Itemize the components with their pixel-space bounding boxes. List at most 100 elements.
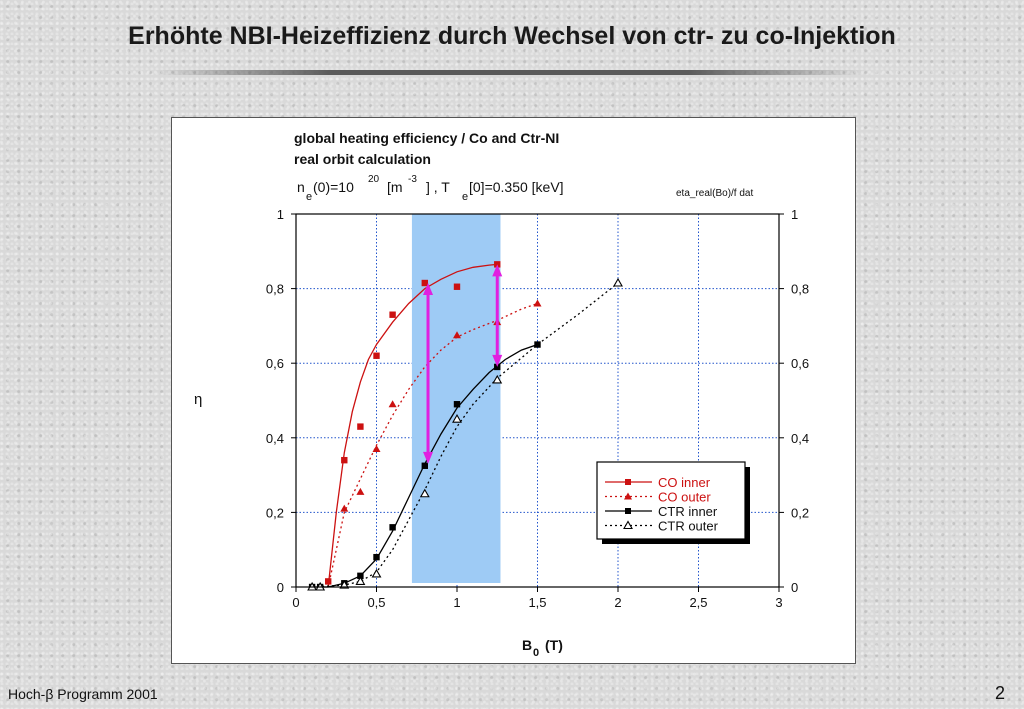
data-point-square — [389, 311, 396, 318]
efficiency-chart: global heating efficiency / Co and Ctr-N… — [194, 130, 809, 659]
data-point-square — [341, 456, 348, 464]
footer-program: Hoch-β Programm 2001 — [8, 686, 158, 702]
data-point-square — [494, 261, 501, 268]
legend-marker-square — [625, 508, 631, 514]
data-point-triangle — [356, 487, 365, 495]
magenta-arrow — [492, 264, 503, 367]
slide-title: Erhöhte NBI-Heizeffizienz durch Wechsel … — [128, 22, 896, 50]
data-point-triangle — [372, 444, 381, 452]
data-point-triangle-open — [355, 576, 366, 585]
series-line — [327, 263, 498, 588]
data-point-triangle-open — [492, 374, 503, 384]
y-tick-label-left: 0 — [277, 580, 284, 595]
legend-item: CO inner — [605, 475, 711, 490]
data-point-triangle — [533, 299, 542, 307]
tick-labels: 0 0,5 1 1,5 2 2,5 30 00,2 0,20,4 0,40,6 0,60,8 0,81… — [266, 207, 809, 610]
param-separator: ] , T — [426, 179, 450, 195]
m-exponent: -3 — [408, 174, 417, 185]
data-point-square — [373, 553, 380, 561]
data-point-square — [357, 572, 364, 580]
legend-marker-triangle-open — [623, 520, 633, 530]
ne-subscript: e — [306, 191, 312, 203]
data-point-triangle-open — [452, 414, 462, 423]
arrow-head-down — [492, 354, 503, 367]
y-tick-label-right: 0 — [791, 580, 798, 595]
y-tick-label-left: 0,6 — [266, 356, 284, 371]
legend-box — [596, 461, 746, 540]
legend-item: CTR outer — [605, 519, 719, 534]
legend-label: CO inner — [658, 475, 711, 490]
data-point-square — [453, 401, 461, 408]
data-point-square — [325, 578, 332, 585]
x-tick-label: 0,5 — [367, 595, 385, 610]
legend-marker-square — [625, 479, 631, 485]
ne-value: (0)=10 — [313, 179, 354, 195]
data-point-square — [421, 462, 428, 469]
x-tick-label: 0 — [292, 595, 299, 610]
x-axis-label: B 0 (T) — [522, 637, 563, 659]
series-co-inner — [325, 261, 501, 588]
y-tick-label-left: 0,4 — [266, 431, 284, 446]
legend-label: CTR inner — [658, 504, 718, 519]
legend-item: CO outer — [605, 490, 711, 505]
ne-exponent: 20 — [368, 174, 380, 185]
series-ctr-outer — [307, 277, 623, 591]
x-tick-label: 1 — [453, 595, 460, 610]
chart-parameters: n e (0)=10 20 [m -3 ] , T e [0]=0.350 [k… — [297, 174, 564, 203]
m-unit: [m — [387, 179, 403, 195]
y-tick-label-left: 0,2 — [266, 505, 284, 520]
y-tick-label-right: 0,8 — [791, 282, 809, 297]
series-group — [307, 261, 623, 591]
data-point-triangle-open — [419, 488, 430, 498]
magenta-arrow — [423, 283, 434, 464]
y-tick-label-left: 0,8 — [266, 282, 284, 297]
data-point-square — [373, 352, 380, 359]
x-axis-label-main: B — [522, 637, 532, 653]
chart-title-line1: global heating efficiency / Co and Ctr-N… — [294, 130, 559, 146]
y-tick-label-right: 1 — [791, 207, 798, 222]
data-point-square — [534, 341, 541, 348]
legend-marker-triangle — [624, 492, 632, 500]
axes — [291, 213, 784, 592]
title-underline — [153, 70, 867, 75]
data-point-triangle-open — [371, 568, 382, 578]
te-subscript: e — [462, 191, 468, 203]
data-point-triangle — [340, 504, 349, 512]
ne-label: n — [297, 179, 305, 195]
series-line — [312, 282, 619, 588]
te-value: [0]=0.350 [keV] — [469, 179, 564, 195]
x-axis-label-unit: (T) — [545, 637, 563, 653]
y-tick-label-right: 0,6 — [791, 356, 809, 371]
data-point-triangle-open — [613, 277, 623, 287]
highlight-band — [411, 214, 501, 583]
y-tick-label-left: 1 — [277, 207, 284, 222]
arrow-head-down — [423, 451, 434, 464]
x-tick-label: 3 — [775, 595, 782, 610]
legend-label: CO outer — [658, 490, 711, 505]
series-line — [327, 302, 538, 588]
chart-title-line2: real orbit calculation — [294, 151, 431, 167]
data-point-square — [357, 423, 364, 430]
file-label: eta_real(Bo)/f dat — [676, 188, 753, 199]
data-point-square — [453, 283, 461, 290]
page-number: 2 — [995, 683, 1006, 703]
y-axis-label: η — [194, 391, 202, 408]
y-tick-label-right: 0,2 — [791, 505, 809, 520]
highlight-band-rect — [411, 214, 501, 583]
data-point-triangle — [388, 400, 397, 408]
arrow-head-up — [423, 283, 434, 296]
data-point-triangle — [453, 331, 461, 339]
x-axis-label-sub: 0 — [533, 647, 539, 659]
data-point-square — [389, 524, 396, 531]
series-co-outer — [327, 299, 542, 588]
data-point-square — [421, 279, 428, 287]
legend-item: CTR inner — [605, 504, 718, 519]
x-tick-label: 2 — [614, 595, 621, 610]
data-point-triangle-open — [339, 580, 350, 589]
x-tick-label: 1,5 — [528, 595, 546, 610]
legend-label: CTR outer — [658, 519, 719, 534]
arrow-group — [423, 264, 503, 464]
y-tick-label-right: 0,4 — [791, 431, 809, 446]
x-tick-label: 2,5 — [689, 595, 707, 610]
